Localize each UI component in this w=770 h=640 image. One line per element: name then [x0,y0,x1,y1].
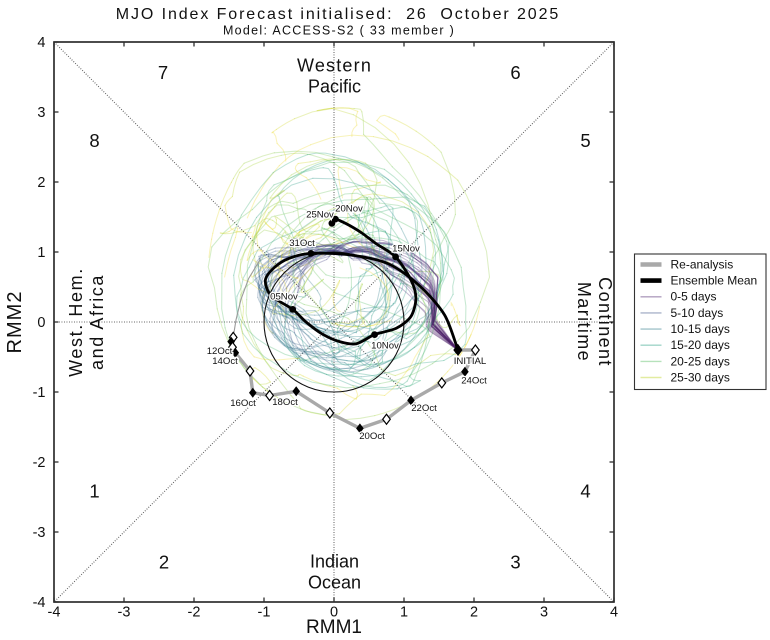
svg-text:05Nov: 05Nov [270,292,298,303]
svg-text:10-15 days: 10-15 days [671,322,730,336]
svg-text:Ensemble Mean: Ensemble Mean [671,274,758,288]
svg-text:12Oct: 12Oct [207,346,233,357]
svg-text:-3: -3 [118,605,131,621]
svg-text:4: 4 [610,605,618,621]
svg-text:-2: -2 [33,455,46,471]
svg-text:-1: -1 [258,605,271,621]
svg-text:18Oct: 18Oct [272,397,298,408]
svg-text:6: 6 [510,62,520,83]
svg-text:RMM1: RMM1 [306,617,362,638]
svg-text:-1: -1 [33,385,46,401]
svg-text:-4: -4 [33,595,46,611]
svg-text:20Nov: 20Nov [335,204,363,215]
svg-text:Pacific: Pacific [308,77,361,97]
svg-text:8: 8 [89,130,99,151]
svg-text:16Oct: 16Oct [230,398,256,409]
svg-text:-4: -4 [48,605,61,621]
svg-text:25-30 days: 25-30 days [671,370,730,384]
svg-text:2: 2 [470,605,478,621]
svg-text:-3: -3 [33,525,46,541]
svg-text:20-25 days: 20-25 days [671,354,730,368]
svg-text:4: 4 [37,35,45,51]
svg-text:West. Hem.: West. Hem. [66,267,86,377]
svg-text:Maritime: Maritime [574,282,594,362]
svg-text:1: 1 [89,481,99,502]
svg-text:7: 7 [158,62,168,83]
svg-text:Indian: Indian [310,552,359,572]
svg-text:15Nov: 15Nov [392,244,420,255]
svg-text:4: 4 [580,481,590,502]
svg-text:2: 2 [159,552,169,573]
svg-text:1: 1 [37,245,45,261]
svg-text:3: 3 [510,552,520,573]
svg-text:3: 3 [540,605,548,621]
svg-text:and Africa: and Africa [87,274,107,370]
svg-text:14Oct: 14Oct [212,356,238,367]
svg-text:Model: ACCESS-S2 ( 33 member ): Model: ACCESS-S2 ( 33 member ) [223,24,455,38]
svg-text:31Oct: 31Oct [289,238,315,249]
svg-text:0: 0 [330,605,338,621]
svg-text:15-20 days: 15-20 days [671,338,730,352]
svg-text:2: 2 [37,175,45,191]
svg-text:25Nov: 25Nov [306,210,334,221]
svg-text:MJO Index Forecast initialised: MJO Index Forecast initialised: 26 Octob… [116,6,560,23]
svg-text:3: 3 [37,105,45,121]
svg-text:INITIAL: INITIAL [454,356,487,367]
svg-text:20Oct: 20Oct [359,431,385,442]
svg-text:0-5 days: 0-5 days [671,290,717,304]
svg-text:-2: -2 [188,605,201,621]
svg-text:0: 0 [37,315,45,331]
svg-text:5: 5 [580,130,590,151]
svg-text:10Nov: 10Nov [371,341,399,352]
svg-text:22Oct: 22Oct [411,403,437,414]
svg-text:Re-analysis: Re-analysis [671,257,734,271]
svg-text:RMM2: RMM2 [4,291,26,354]
svg-text:24Oct: 24Oct [461,376,487,387]
svg-text:1: 1 [400,605,408,621]
svg-text:5-10 days: 5-10 days [671,306,724,320]
svg-text:Continent: Continent [595,277,615,367]
svg-text:Ocean: Ocean [308,573,361,593]
svg-text:Western: Western [297,56,372,76]
